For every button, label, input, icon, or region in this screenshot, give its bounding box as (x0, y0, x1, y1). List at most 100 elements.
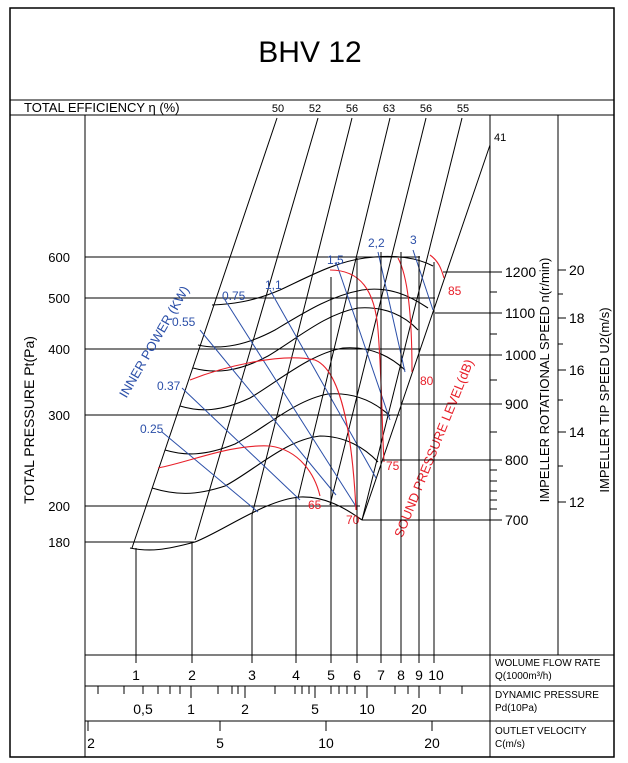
dyn-axis-label: DYNAMIC PRESSURE (495, 690, 599, 701)
power-value: 1,1 (265, 278, 282, 292)
speed-curve (129, 496, 363, 551)
efficiency-value: 56 (346, 103, 358, 115)
power-line (161, 431, 259, 513)
sound-curve (157, 445, 321, 497)
power-value: 0.75 (222, 289, 246, 303)
speed-tick: 1000 (505, 347, 536, 363)
speed-tick: 800 (505, 452, 529, 468)
dyn-tick-label: 0,5 (133, 701, 153, 717)
power-value: 0.25 (140, 422, 164, 436)
chart-title: BHV 12 (258, 36, 361, 69)
efficiency-ray (131, 117, 278, 549)
efficiency-value: 63 (383, 103, 395, 115)
efficiency-value: 52 (309, 103, 321, 115)
flow-tick-labels: 1 2 3 4 5 6 7 8 9 10 (132, 667, 444, 683)
efficiency-ray (297, 117, 391, 499)
speed-curves (129, 255, 434, 551)
sound-value: 65 (308, 498, 322, 512)
dyn-tick-label: 5 (311, 701, 319, 717)
flow-tick: 6 (353, 667, 361, 683)
pressure-tick-labels: 600 500 400 300 200 180 (48, 250, 70, 550)
flow-axis-label: WOLUME FLOW RATE (495, 658, 601, 669)
flow-tick: 10 (428, 667, 444, 683)
power-line (181, 387, 301, 501)
flow-tick: 1 (132, 667, 140, 683)
dyn-tick-labels: 0,5 1 2 5 10 20 (133, 701, 427, 717)
vel-tick-label: 10 (318, 735, 334, 751)
power-lines (161, 249, 434, 513)
power-line (412, 249, 434, 311)
efficiency-value: 55 (457, 103, 469, 115)
pressure-tick: 180 (48, 535, 70, 550)
power-line (224, 299, 358, 509)
speed-tick: 1100 (505, 305, 535, 321)
speed-curve (164, 393, 391, 455)
sound-value: 70 (346, 513, 360, 527)
sound-value: 80 (420, 374, 434, 388)
dyn-tick-label: 20 (411, 701, 427, 717)
sound-curve (189, 357, 357, 511)
power-value: 0.55 (172, 315, 196, 329)
speed-curve (179, 347, 406, 411)
speed-tick-labels: 1200 1100 1000 900 800 700 (505, 264, 536, 528)
dyn-ticks (97, 686, 463, 698)
pressure-gridlines (85, 256, 435, 543)
speed-minor-ticks (490, 291, 497, 510)
flow-axis-unit: Q(1000m³/h) (495, 671, 552, 682)
flow-tick: 4 (292, 667, 300, 683)
power-line (199, 329, 337, 496)
speed-curve (211, 255, 434, 306)
vel-tick-label: 5 (216, 735, 224, 751)
vel-tick-label: 2 (87, 735, 95, 751)
tip-tick: 14 (569, 424, 585, 440)
speed-tick: 1200 (505, 264, 536, 280)
dyn-tick-label: 10 (359, 701, 375, 717)
tip-tick: 20 (569, 262, 585, 278)
tip-tick: 18 (569, 310, 585, 326)
tip-tick-labels: 20 18 16 14 12 (569, 262, 585, 510)
flow-tick: 7 (377, 667, 385, 683)
power-value: 0.37 (157, 379, 181, 393)
tip-tick: 12 (569, 494, 585, 510)
speed-curve (151, 435, 379, 494)
efficiency-value: 56 (420, 103, 432, 115)
efficiency-ray (194, 117, 319, 541)
efficiency-value: 50 (272, 103, 284, 115)
vel-axis-label: OUTLET VELOCITY (495, 726, 587, 737)
pressure-tick: 600 (48, 250, 70, 265)
outer-frame (9, 7, 615, 758)
efficiency-ray (251, 117, 353, 516)
efficiency-labels: 50 52 56 63 56 55 41 (272, 103, 506, 144)
efficiency-ray (361, 117, 463, 521)
sound-curve (397, 257, 413, 373)
power-value: 1,5 (327, 253, 344, 267)
power-line (269, 289, 377, 479)
flow-tick: 9 (415, 667, 423, 683)
vel-tick-labels: 2 5 10 20 (87, 735, 440, 751)
tip-axis-label: IMPELLER TIP SPEED U2(m/s) (597, 307, 612, 492)
power-value: 3 (410, 233, 417, 247)
vel-ticks (87, 721, 433, 731)
vel-tick-label: 20 (424, 735, 440, 751)
flow-gridlines (135, 252, 435, 663)
dyn-axis-unit: Pd(10Pa) (495, 703, 537, 714)
speed-curve (197, 288, 429, 348)
sound-labels: SOUND PRESSURE LEVEL(dB) 65 70 75 80 85 (308, 284, 477, 540)
speed-tick: 900 (505, 396, 529, 412)
pressure-tick: 500 (48, 291, 70, 306)
pressure-tick: 300 (48, 408, 70, 423)
pressure-tick: 200 (48, 499, 70, 514)
power-axis-label: INNER POWER (KW) (116, 283, 192, 400)
speed-axis-label: IMPELLER ROTATIONAL SPEED n(r/min) (537, 258, 552, 503)
efficiency-end-value: 41 (494, 132, 506, 144)
flow-tick: 2 (188, 667, 196, 683)
sound-curve (329, 269, 385, 463)
flow-tick: 5 (327, 667, 335, 683)
flow-tick: 8 (397, 667, 405, 683)
pressure-tick: 400 (48, 342, 70, 357)
flow-tick: 3 (248, 667, 256, 683)
dyn-tick-label: 2 (241, 701, 249, 717)
sound-value: 75 (386, 459, 400, 473)
sound-curve (429, 254, 445, 279)
